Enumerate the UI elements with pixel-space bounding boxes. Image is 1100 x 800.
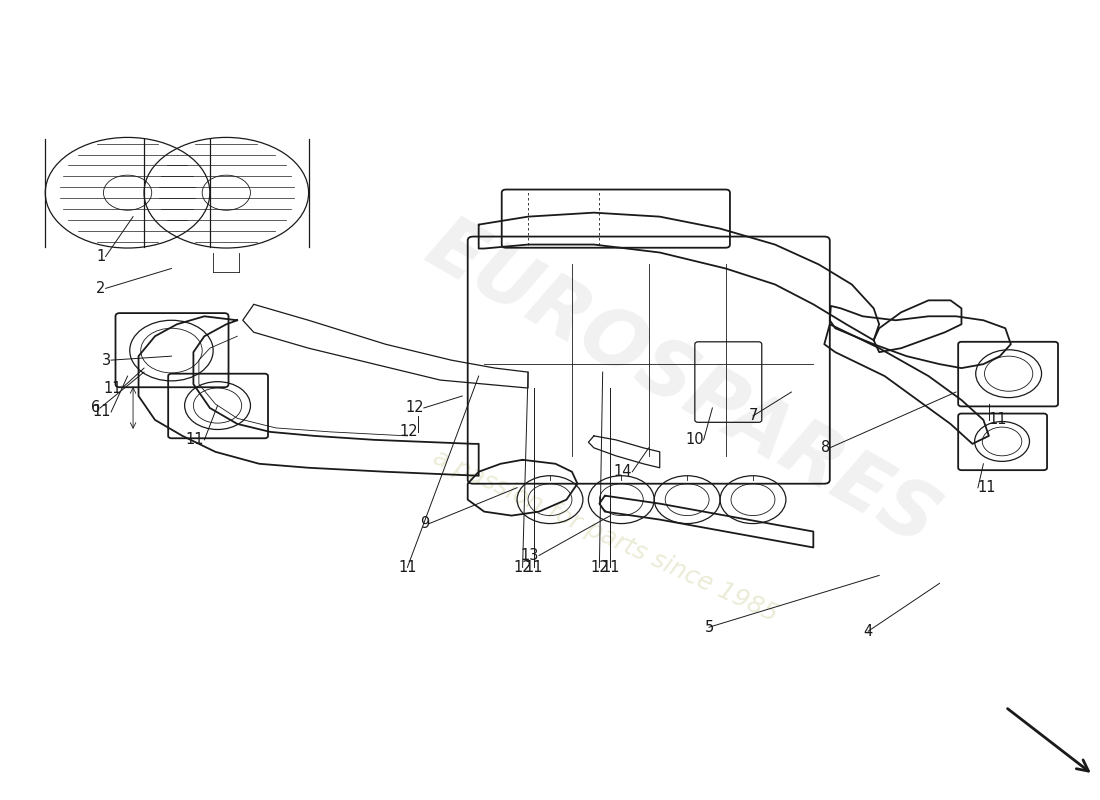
Text: 14: 14 — [614, 464, 632, 479]
Text: 11: 11 — [989, 413, 1008, 427]
Text: 12: 12 — [405, 401, 424, 415]
Text: 11: 11 — [978, 480, 997, 495]
Text: 5: 5 — [704, 620, 714, 634]
Text: a passion for parts since 1985: a passion for parts since 1985 — [429, 445, 781, 626]
Text: 12: 12 — [514, 560, 532, 575]
Text: EUROSPARES: EUROSPARES — [412, 207, 950, 562]
Text: 2: 2 — [97, 281, 106, 296]
Text: 1: 1 — [97, 249, 106, 264]
Text: 11: 11 — [103, 381, 122, 395]
Text: 8: 8 — [821, 440, 829, 455]
Text: 12: 12 — [399, 424, 418, 439]
Text: 4: 4 — [864, 624, 872, 638]
Text: 11: 11 — [92, 405, 111, 419]
Text: 3: 3 — [102, 353, 111, 368]
Text: 11: 11 — [601, 560, 619, 575]
Text: 6: 6 — [91, 401, 100, 415]
Text: 7: 7 — [748, 409, 758, 423]
Text: 9: 9 — [420, 516, 429, 531]
Text: 11: 11 — [525, 560, 542, 575]
Text: 12: 12 — [590, 560, 608, 575]
Text: 11: 11 — [398, 560, 417, 575]
Text: 11: 11 — [186, 432, 205, 447]
Text: 13: 13 — [520, 548, 539, 563]
Text: 10: 10 — [685, 432, 704, 447]
